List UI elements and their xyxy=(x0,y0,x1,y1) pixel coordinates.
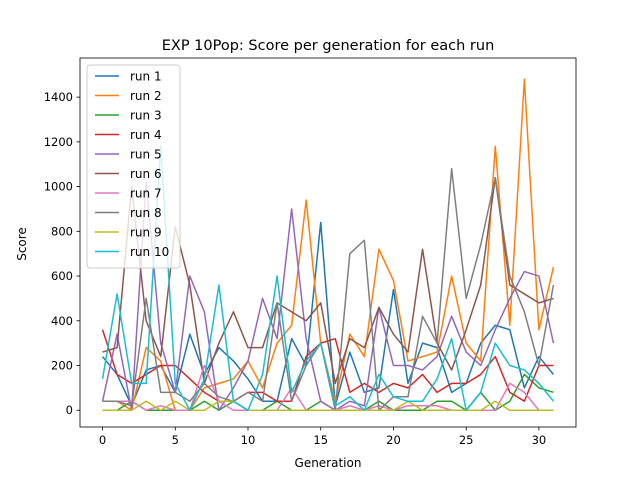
legend-label: run 2 xyxy=(130,89,162,103)
y-axis: 0 200 400 600 800 1000 1200 1400 xyxy=(44,90,80,417)
series-line-1 xyxy=(101,221,555,407)
y-tick-label: 1000 xyxy=(44,180,73,194)
legend-label: run 6 xyxy=(130,167,162,181)
y-tick-label: 200 xyxy=(51,359,73,373)
legend-label: run 4 xyxy=(130,128,162,142)
series-line-5 xyxy=(101,181,555,411)
plot-frame xyxy=(79,57,577,428)
legend-label: run 8 xyxy=(130,206,162,220)
legend-label: run 10 xyxy=(130,245,169,259)
x-tick-label: 30 xyxy=(532,433,547,447)
legend-label: run 1 xyxy=(130,70,162,84)
legend: run 1 run 2 run 3 run 4 run 5 run 6 run 7 run 8… xyxy=(86,64,181,269)
legend-label: run 7 xyxy=(130,187,162,201)
series-line-9 xyxy=(102,400,554,411)
x-tick-label: 0 xyxy=(99,433,106,447)
legend-label: run 5 xyxy=(130,148,162,162)
x-axis: 0 5 10 15 20 25 30 xyxy=(99,427,546,447)
series-line-10 xyxy=(101,145,555,411)
x-axis-label: Generation xyxy=(295,456,362,470)
y-tick-label: 1400 xyxy=(44,90,73,104)
legend-label: run 3 xyxy=(130,109,162,123)
y-tick-label: 800 xyxy=(51,224,73,238)
y-tick-label: 400 xyxy=(51,314,73,328)
y-tick-label: 0 xyxy=(66,403,73,417)
x-tick-label: 20 xyxy=(386,433,401,447)
x-tick-label: 10 xyxy=(241,433,256,447)
chart-title: EXP 10Pop: Score per generation for each… xyxy=(162,38,495,54)
y-tick-label: 1200 xyxy=(44,135,73,149)
legend-label: run 9 xyxy=(130,226,162,240)
y-tick-label: 600 xyxy=(51,269,73,283)
x-tick-label: 5 xyxy=(172,433,179,447)
x-tick-label: 15 xyxy=(313,433,328,447)
x-tick-label: 25 xyxy=(459,433,474,447)
y-axis-label: Score xyxy=(15,227,29,261)
